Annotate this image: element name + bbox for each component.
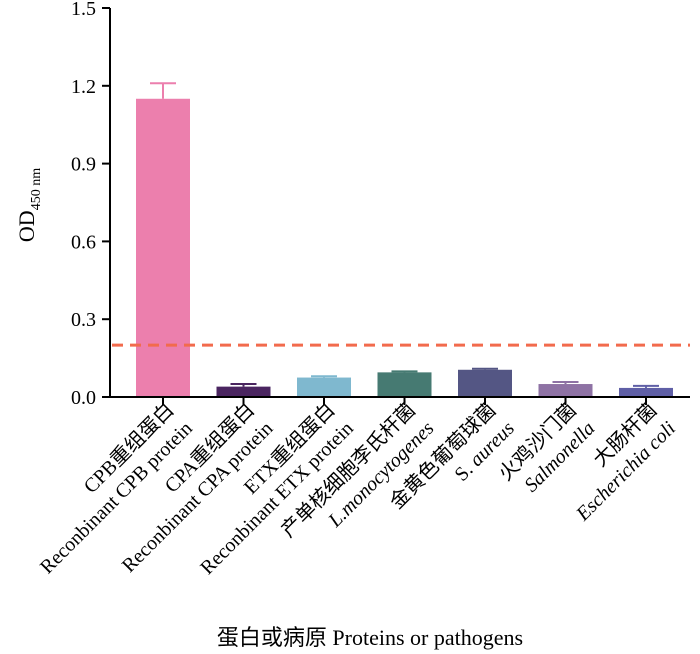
y-axis-title-subscript: 450 nm	[29, 168, 44, 211]
bars	[136, 82, 673, 398]
bar	[538, 384, 593, 397]
y-tick-label: 0.3	[71, 309, 96, 331]
y-tick-label: 1.5	[71, 0, 96, 20]
bar	[297, 377, 351, 397]
bar	[136, 98, 190, 398]
x-axis-title: 蛋白或病原 Proteins or pathogens	[217, 625, 523, 650]
x-tick-label-en: Reconbinant CPB protein	[36, 417, 197, 578]
y-axis: 0.0 0.3 0.6 0.9 1.2 1.5	[71, 0, 111, 409]
bar	[216, 386, 271, 397]
y-tick-label: 1.2	[71, 76, 96, 98]
y-axis-title: OD450 nm	[14, 168, 44, 242]
y-tick-label: 0.9	[71, 154, 96, 176]
y-tick-label: 0.6	[71, 231, 96, 253]
bar	[377, 372, 432, 397]
bar	[619, 387, 673, 397]
y-tick-label: 0.0	[71, 387, 96, 409]
bar	[458, 369, 512, 397]
